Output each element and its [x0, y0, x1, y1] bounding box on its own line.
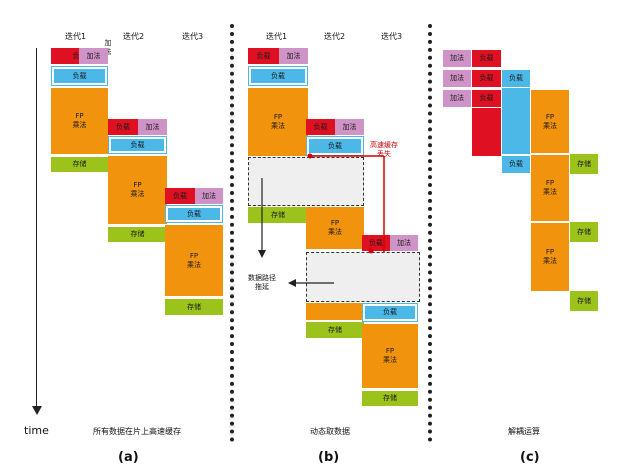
c-buffer-col: [502, 88, 530, 154]
separator-left: [230, 24, 234, 442]
b-iter3-add: 加法: [390, 235, 418, 251]
time-axis: [36, 48, 37, 410]
c-buffer-1: 负载: [502, 70, 530, 87]
a-iter3-buffer: 负载: [165, 205, 223, 223]
c-add-1: 加法: [443, 50, 471, 67]
c-mul-1: FP 乘法: [531, 90, 569, 153]
a-iter1-mul: FP 乘法: [51, 88, 108, 154]
b-iter1-store: 存储: [248, 207, 308, 223]
c-store-3: 存储: [570, 291, 598, 311]
caption-a: 所有数据在片上高速缓存: [93, 427, 181, 436]
c-load-3: 负载: [472, 90, 501, 107]
a-iter2-add: 加法: [138, 119, 167, 135]
a-iter3-load: 负载: [165, 188, 195, 204]
time-label: time: [24, 424, 49, 437]
b-iter1-load: 负载: [248, 48, 279, 64]
b-iter2-load: 负载: [306, 119, 335, 135]
a-iter1-add-block: 加法: [79, 48, 108, 64]
b-iter3-store: 存储: [362, 391, 418, 406]
b-iter2-store: 存储: [306, 322, 364, 338]
a-iter2-store: 存储: [108, 227, 167, 242]
header-a-iter2: 迭代2: [123, 32, 145, 41]
a-iter3-store: 存储: [165, 299, 223, 315]
c-store-1: 存储: [570, 154, 598, 174]
b-iter2-mul-tail: [306, 303, 364, 320]
c-mul-3: FP 乘法: [531, 223, 569, 291]
a-iter2-load: 负载: [108, 119, 138, 135]
a-iter3-add: 加法: [195, 188, 223, 204]
a-iter2-mul: FP 乘法: [108, 156, 167, 224]
c-load-2: 负载: [472, 70, 501, 87]
time-axis-arrowhead: [32, 406, 42, 415]
c-buffer-2: 负载: [502, 156, 530, 173]
header-a-iter1: 迭代1: [65, 32, 87, 41]
a-iter3-mul: FP 乘法: [165, 225, 223, 296]
c-store-2: 存储: [570, 222, 598, 242]
b-iter1-stall-region: [248, 157, 364, 206]
c-add-2: 加法: [443, 70, 471, 87]
caption-c: 解耦运算: [508, 427, 540, 436]
a-iter1-buffer: 负载: [51, 66, 108, 86]
datapath-stall-label: 数据路径 拖延: [248, 274, 276, 291]
b-iter1-add: 加法: [279, 48, 308, 64]
c-load-stall: [472, 108, 501, 156]
b-iter2-buffer: 负载: [306, 136, 364, 156]
header-b-iter3: 迭代3: [381, 32, 403, 41]
b-iter2-add: 加法: [335, 119, 364, 135]
panel-label-c: (c): [520, 450, 540, 465]
header-b-iter2: 迭代2: [324, 32, 346, 41]
panel-label-b: (b): [318, 450, 340, 465]
header-b-iter1: 迭代1: [266, 32, 288, 41]
b-iter3-buffer: 负载: [362, 303, 418, 322]
cache-miss-label: 高速缓存 丢失: [370, 141, 398, 158]
c-load-1: 负载: [472, 50, 501, 67]
b-iter1-mul: FP 乘法: [248, 88, 308, 156]
a-iter2-buffer: 负载: [108, 136, 167, 154]
header-a-iter3: 迭代3: [182, 32, 204, 41]
b-iter3-mul: FP 乘法: [362, 324, 418, 388]
b-iter2-mul: FP 乘法: [306, 207, 364, 249]
c-mul-2: FP 乘法: [531, 155, 569, 221]
caption-b: 动态取数据: [310, 427, 350, 436]
a-iter1-store: 存储: [51, 157, 108, 172]
b-iter2-stall-region: [306, 252, 420, 302]
b-iter3-load: 负载: [362, 235, 390, 251]
separator-right: [428, 24, 432, 442]
b-iter1-buffer: 负载: [248, 66, 308, 86]
c-add-3: 加法: [443, 90, 471, 107]
panel-label-a: (a): [118, 450, 139, 465]
